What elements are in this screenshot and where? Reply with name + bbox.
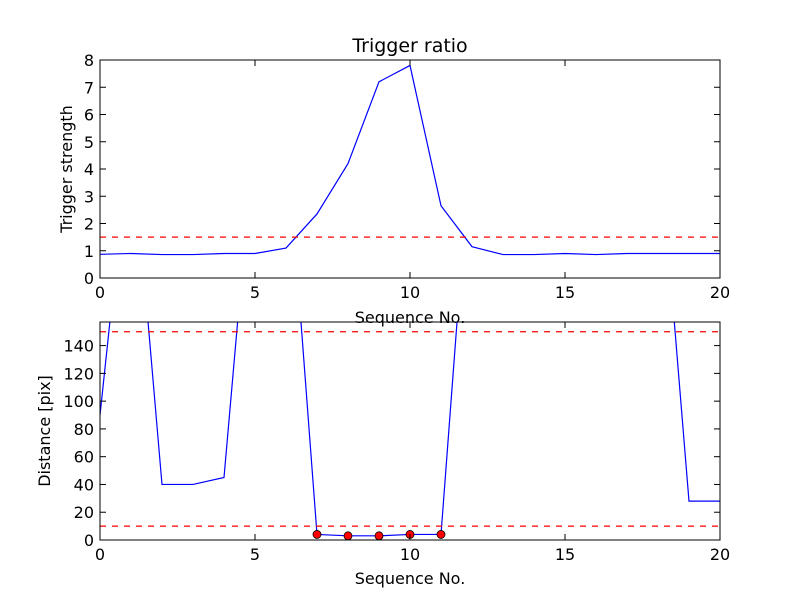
data-point — [374, 531, 384, 541]
y-tick-label: 120 — [63, 364, 94, 383]
x-tick-label: 10 — [400, 545, 420, 564]
y-tick-label: 4 — [84, 160, 94, 179]
y-tick-label: 80 — [74, 420, 94, 439]
y-axis-label: Distance [pix] — [35, 375, 54, 487]
y-tick-label: 7 — [84, 78, 94, 97]
y-tick-label: 1 — [84, 242, 94, 261]
x-axis-label: Sequence No. — [355, 569, 466, 588]
x-tick-label: 15 — [555, 283, 575, 302]
y-tick-label: 140 — [63, 337, 94, 356]
x-tick-label: 15 — [555, 545, 575, 564]
y-tick-label: 2 — [84, 215, 94, 234]
plot-area: 0 5 10 15 20 0 20 40 60 80 100 120 140 — [63, 321, 730, 564]
x-tick-label: 20 — [710, 545, 730, 564]
y-tick-label: 8 — [84, 51, 94, 70]
x-tick-label: 5 — [250, 283, 260, 302]
y-tick-label: 20 — [74, 503, 94, 522]
y-tick-label: 100 — [63, 392, 94, 411]
x-tick-label: 0 — [95, 283, 105, 302]
y-tick-label: 60 — [74, 448, 94, 467]
y-tick-label: 5 — [84, 133, 94, 152]
y-tick-label: 0 — [84, 269, 94, 288]
x-tick-label: 5 — [250, 545, 260, 564]
x-tick-label: 20 — [710, 283, 730, 302]
data-point — [436, 530, 446, 539]
x-tick-label: 10 — [400, 283, 420, 302]
x-tick-label: 0 — [95, 545, 105, 564]
y-tick-label: 0 — [84, 531, 94, 550]
y-tick-label: 3 — [84, 187, 94, 206]
plot-area: 0 5 10 15 20 0 1 2 3 4 5 6 7 8 — [84, 51, 730, 302]
chart-title: Trigger ratio — [351, 35, 467, 57]
chart-distance: 0 5 10 15 20 0 20 40 60 80 100 120 140 Distance [pix… — [35, 321, 730, 588]
y-tick-label: 6 — [84, 106, 94, 125]
y-axis-label: Trigger strength — [57, 105, 76, 234]
data-point — [343, 531, 353, 541]
y-tick-label: 40 — [74, 475, 94, 494]
data-point — [312, 530, 322, 539]
